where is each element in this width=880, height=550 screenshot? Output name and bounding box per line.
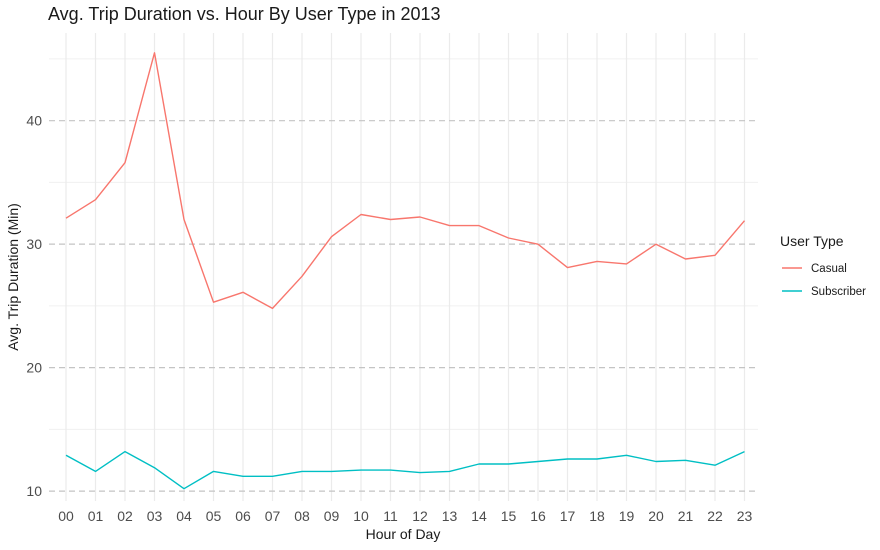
x-tick-label: 05 bbox=[206, 508, 222, 524]
x-tick-label: 19 bbox=[619, 508, 635, 524]
legend-label-subscriber: Subscriber bbox=[811, 286, 866, 298]
legend: User Type Casual Subscriber bbox=[780, 233, 866, 298]
legend-items: Casual Subscriber bbox=[782, 263, 866, 298]
y-tick-label: 30 bbox=[26, 236, 42, 252]
y-tick-label: 10 bbox=[26, 483, 42, 499]
series-lines bbox=[65, 52, 746, 490]
x-tick-label: 13 bbox=[442, 508, 458, 524]
x-tick-label: 23 bbox=[737, 508, 753, 524]
legend-title: User Type bbox=[780, 233, 844, 249]
x-tick-label: 02 bbox=[117, 508, 133, 524]
x-tick-label: 04 bbox=[176, 508, 192, 524]
y-tick-label: 20 bbox=[26, 360, 42, 376]
x-tick-label: 12 bbox=[412, 508, 428, 524]
series-line-subscriber bbox=[65, 450, 745, 490]
x-axis-title: Hour of Day bbox=[366, 526, 441, 542]
y-axis-ticks: 10 20 30 40 bbox=[26, 113, 42, 499]
y-tick-label: 40 bbox=[26, 113, 42, 129]
legend-label-casual: Casual bbox=[811, 263, 847, 275]
x-tick-label: 20 bbox=[648, 508, 664, 524]
major-gridlines bbox=[49, 33, 758, 501]
chart-title: Avg. Trip Duration vs. Hour By User Type… bbox=[48, 4, 441, 24]
x-tick-label: 08 bbox=[294, 508, 310, 524]
y-axis-title: Avg. Trip Duration (Min) bbox=[5, 203, 21, 351]
x-tick-label: 22 bbox=[707, 508, 723, 524]
x-axis-ticks: 00 01 02 03 04 05 06 07 08 09 10 11 12 13 14 15 16 17 18 19… bbox=[58, 508, 752, 524]
x-tick-label: 06 bbox=[235, 508, 251, 524]
x-tick-label: 16 bbox=[530, 508, 546, 524]
minor-gridlines bbox=[49, 58, 758, 430]
x-tick-label: 00 bbox=[58, 508, 74, 524]
x-tick-label: 09 bbox=[324, 508, 340, 524]
x-tick-label: 10 bbox=[353, 508, 369, 524]
x-tick-label: 03 bbox=[147, 508, 163, 524]
x-tick-label: 07 bbox=[265, 508, 281, 524]
x-tick-label: 14 bbox=[471, 508, 487, 524]
x-tick-label: 15 bbox=[501, 508, 517, 524]
plot-area bbox=[49, 33, 758, 501]
x-tick-label: 01 bbox=[88, 508, 104, 524]
x-tick-label: 11 bbox=[383, 508, 398, 524]
x-tick-label: 18 bbox=[589, 508, 605, 524]
x-tick-label: 21 bbox=[678, 508, 694, 524]
series-line-casual bbox=[65, 52, 746, 310]
x-tick-label: 17 bbox=[560, 508, 576, 524]
